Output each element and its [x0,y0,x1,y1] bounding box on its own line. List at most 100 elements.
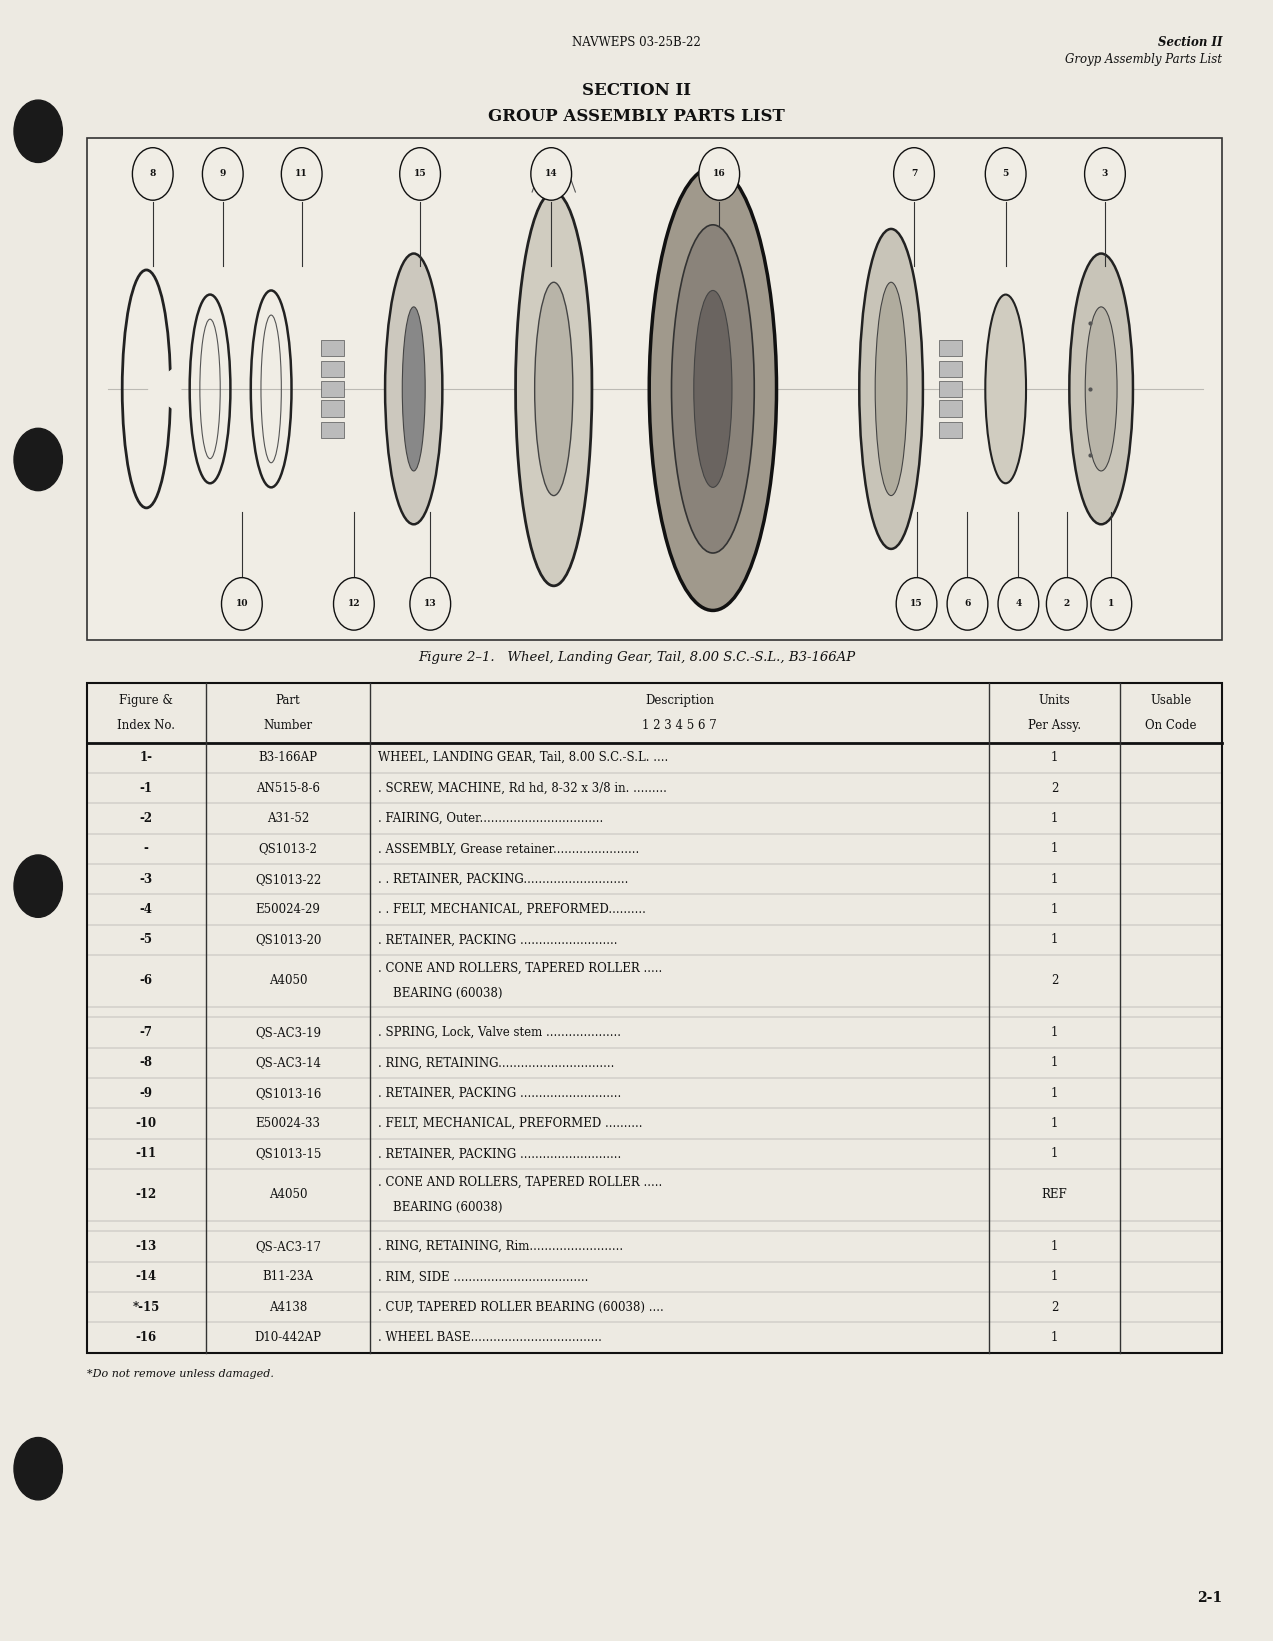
Text: -9: -9 [140,1086,153,1099]
Bar [939,361,962,377]
Text: NAVWEPS 03-25B-22: NAVWEPS 03-25B-22 [572,36,701,49]
Text: . . RETAINER, PACKING............................: . . RETAINER, PACKING...................… [378,873,629,886]
Text: . CONE AND ROLLERS, TAPERED ROLLER .....: . CONE AND ROLLERS, TAPERED ROLLER ..... [378,1175,662,1188]
Text: . SCREW, MACHINE, Rd hd, 8-32 x 3/8 in. .........: . SCREW, MACHINE, Rd hd, 8-32 x 3/8 in. … [378,781,667,794]
Text: . . FELT, MECHANICAL, PREFORMED..........: . . FELT, MECHANICAL, PREFORMED.........… [378,903,645,916]
Text: 7: 7 [911,169,917,179]
Text: . FAIRING, Outer.................................: . FAIRING, Outer........................… [378,812,603,825]
Bar [87,138,1222,640]
Ellipse shape [535,282,573,496]
Bar [321,422,344,438]
Text: 8: 8 [149,169,157,179]
Text: . SPRING, Lock, Valve stem ....................: . SPRING, Lock, Valve stem .............… [378,1026,621,1039]
Text: E50024-29: E50024-29 [256,903,321,916]
Text: 1: 1 [1051,1057,1058,1070]
Text: Part: Part [276,694,300,707]
Circle shape [985,148,1026,200]
Text: 1: 1 [1051,1147,1058,1160]
Text: 1: 1 [1051,1026,1058,1039]
Bar [939,381,962,397]
Text: Usable: Usable [1151,694,1192,707]
Text: -8: -8 [140,1057,153,1070]
Text: 2-1: 2-1 [1197,1590,1222,1605]
Text: QS-AC3-19: QS-AC3-19 [255,1026,321,1039]
Text: 1: 1 [1108,599,1115,609]
Text: AN515-8-6: AN515-8-6 [256,781,320,794]
Text: 15: 15 [910,599,923,609]
Circle shape [334,578,374,630]
Text: . RETAINER, PACKING ...........................: . RETAINER, PACKING ....................… [378,1086,621,1099]
Text: 1: 1 [1051,1241,1058,1254]
Text: A31-52: A31-52 [267,812,309,825]
Text: . RETAINER, PACKING ..........................: . RETAINER, PACKING ....................… [378,934,617,947]
Text: A4050: A4050 [269,975,307,988]
Text: 1-: 1- [140,752,153,765]
Circle shape [1085,148,1125,200]
Text: 13: 13 [424,599,437,609]
Text: *Do not remove unless damaged.: *Do not remove unless damaged. [87,1369,274,1378]
Text: 1: 1 [1051,842,1058,855]
Text: -12: -12 [135,1188,157,1201]
Circle shape [14,855,62,917]
Text: Section II: Section II [1157,36,1222,49]
Text: . RIM, SIDE ....................................: . RIM, SIDE ............................… [378,1270,588,1283]
Text: -16: -16 [136,1331,157,1344]
Text: 1: 1 [1051,1086,1058,1099]
Text: . CUP, TAPERED ROLLER BEARING (60038) ....: . CUP, TAPERED ROLLER BEARING (60038) ..… [378,1301,663,1314]
Text: 3: 3 [1101,169,1109,179]
Text: 1: 1 [1051,903,1058,916]
Text: -5: -5 [140,934,153,947]
Text: -11: -11 [136,1147,157,1160]
Bar [87,683,1222,1352]
Text: Groyp Assembly Parts List: Groyp Assembly Parts List [1066,53,1222,66]
Text: 2: 2 [1051,781,1058,794]
Ellipse shape [516,192,592,586]
Text: QS1013-15: QS1013-15 [255,1147,321,1160]
Text: B3-166AP: B3-166AP [258,752,318,765]
Circle shape [699,148,740,200]
Text: E50024-33: E50024-33 [256,1118,321,1131]
Text: Per Assy.: Per Assy. [1029,719,1081,732]
Text: BEARING (60038): BEARING (60038) [378,1201,503,1214]
Circle shape [896,578,937,630]
Bar [939,422,962,438]
Text: 15: 15 [414,169,426,179]
Text: B11-23A: B11-23A [262,1270,313,1283]
Circle shape [132,148,173,200]
Text: 1: 1 [1051,752,1058,765]
Text: . FELT, MECHANICAL, PREFORMED ..........: . FELT, MECHANICAL, PREFORMED .......... [378,1118,643,1131]
Ellipse shape [386,253,443,523]
Text: QS-AC3-17: QS-AC3-17 [255,1241,321,1254]
Text: 11: 11 [295,169,308,179]
Text: Figure 2–1.   Wheel, Landing Gear, Tail, 8.00 S.C.-S.L., B3-166AP: Figure 2–1. Wheel, Landing Gear, Tail, 8… [418,651,855,665]
Circle shape [947,578,988,630]
Ellipse shape [649,167,777,610]
Ellipse shape [985,294,1026,482]
Text: -6: -6 [140,975,153,988]
Text: -3: -3 [140,873,153,886]
Text: REF: REF [1041,1188,1068,1201]
Text: . CONE AND ROLLERS, TAPERED ROLLER .....: . CONE AND ROLLERS, TAPERED ROLLER ..... [378,962,662,975]
Text: SECTION II: SECTION II [582,82,691,98]
Text: WHEEL, LANDING GEAR, Tail, 8.00 S.C.-S.L. ....: WHEEL, LANDING GEAR, Tail, 8.00 S.C.-S.L… [378,752,668,765]
Circle shape [998,578,1039,630]
Text: . ASSEMBLY, Grease retainer.......................: . ASSEMBLY, Grease retainer.............… [378,842,639,855]
Text: -1: -1 [140,781,153,794]
Text: -4: -4 [140,903,153,916]
Text: 6: 6 [964,599,971,609]
Text: 5: 5 [1003,169,1008,179]
Text: . RING, RETAINING, Rim.........................: . RING, RETAINING, Rim..................… [378,1241,624,1254]
Text: QS1013-2: QS1013-2 [258,842,317,855]
Text: GROUP ASSEMBLY PARTS LIST: GROUP ASSEMBLY PARTS LIST [488,108,785,125]
Text: 16: 16 [713,169,726,179]
Text: 1: 1 [1051,1270,1058,1283]
Text: -2: -2 [140,812,153,825]
Circle shape [1091,578,1132,630]
Ellipse shape [859,228,923,548]
Text: QS1013-22: QS1013-22 [255,873,321,886]
Bar [939,400,962,417]
Text: On Code: On Code [1146,719,1197,732]
Text: 10: 10 [236,599,248,609]
Circle shape [531,148,572,200]
Circle shape [202,148,243,200]
